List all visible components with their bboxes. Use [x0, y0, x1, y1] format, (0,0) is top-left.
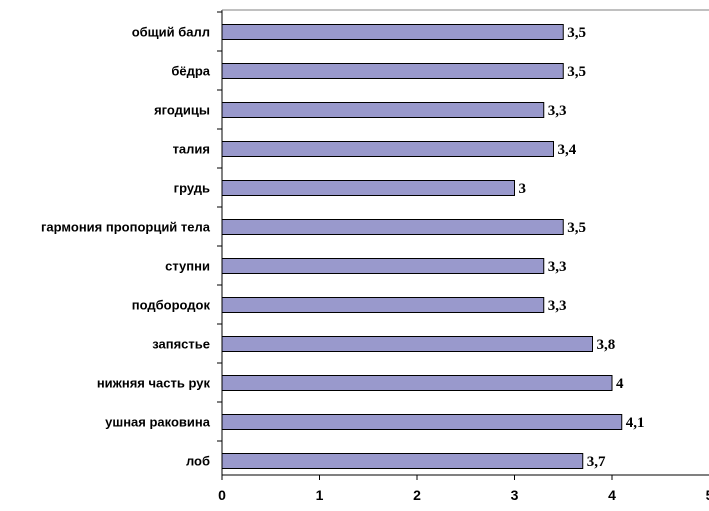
data-label: 3,3 — [548, 259, 567, 275]
x-axis-ticks: 0 1 2 3 4 5 — [218, 487, 709, 503]
bar — [222, 259, 544, 274]
bar — [222, 25, 563, 40]
data-label: 4,1 — [626, 415, 645, 431]
bar — [222, 298, 544, 313]
data-label: 3,5 — [567, 64, 586, 80]
x-tick-label: 4 — [608, 487, 616, 503]
data-label: 3,8 — [597, 337, 616, 353]
bar — [222, 220, 563, 235]
category-label: общий балл — [132, 25, 210, 40]
bar — [222, 454, 583, 469]
category-label: нижняя часть рук — [97, 376, 211, 391]
bar — [222, 181, 515, 196]
data-label: 3,3 — [548, 298, 567, 314]
x-tick-label: 3 — [511, 487, 519, 503]
category-label: талия — [173, 142, 210, 157]
bar — [222, 142, 554, 157]
category-label: грудь — [174, 181, 210, 196]
plot-frame — [217, 10, 709, 480]
category-label: гармония пропорций тела — [41, 220, 211, 235]
data-label: 3,5 — [567, 220, 586, 236]
data-label: 3,5 — [567, 25, 586, 41]
bars-group — [222, 25, 622, 469]
bar — [222, 64, 563, 79]
x-tick-label: 2 — [413, 487, 421, 503]
category-label: подбородок — [132, 298, 211, 313]
bar — [222, 376, 612, 391]
data-label: 3,4 — [558, 142, 577, 158]
data-label: 3,3 — [548, 103, 567, 119]
category-label: ушная раковина — [105, 415, 211, 430]
category-label: запястье — [152, 337, 210, 352]
x-tick-label: 5 — [706, 487, 709, 503]
x-tick-label: 1 — [316, 487, 324, 503]
category-label: ступни — [165, 259, 210, 274]
x-tick-label: 0 — [218, 487, 226, 503]
category-labels: общий балл бёдра ягодицы талия грудь гармония… — [41, 25, 211, 469]
bar — [222, 415, 622, 430]
category-label: ягодицы — [154, 103, 210, 118]
category-label: бёдра — [171, 64, 210, 79]
data-labels: 3,5 3,5 3,3 3,4 3 3,5 3,3 3,3 3,8 4 4,1 3,7 — [519, 25, 645, 470]
data-label: 4 — [616, 376, 624, 392]
bar — [222, 337, 593, 352]
category-label: лоб — [186, 454, 210, 469]
data-label: 3,7 — [587, 454, 606, 470]
data-label: 3 — [519, 181, 527, 197]
bar — [222, 103, 544, 118]
